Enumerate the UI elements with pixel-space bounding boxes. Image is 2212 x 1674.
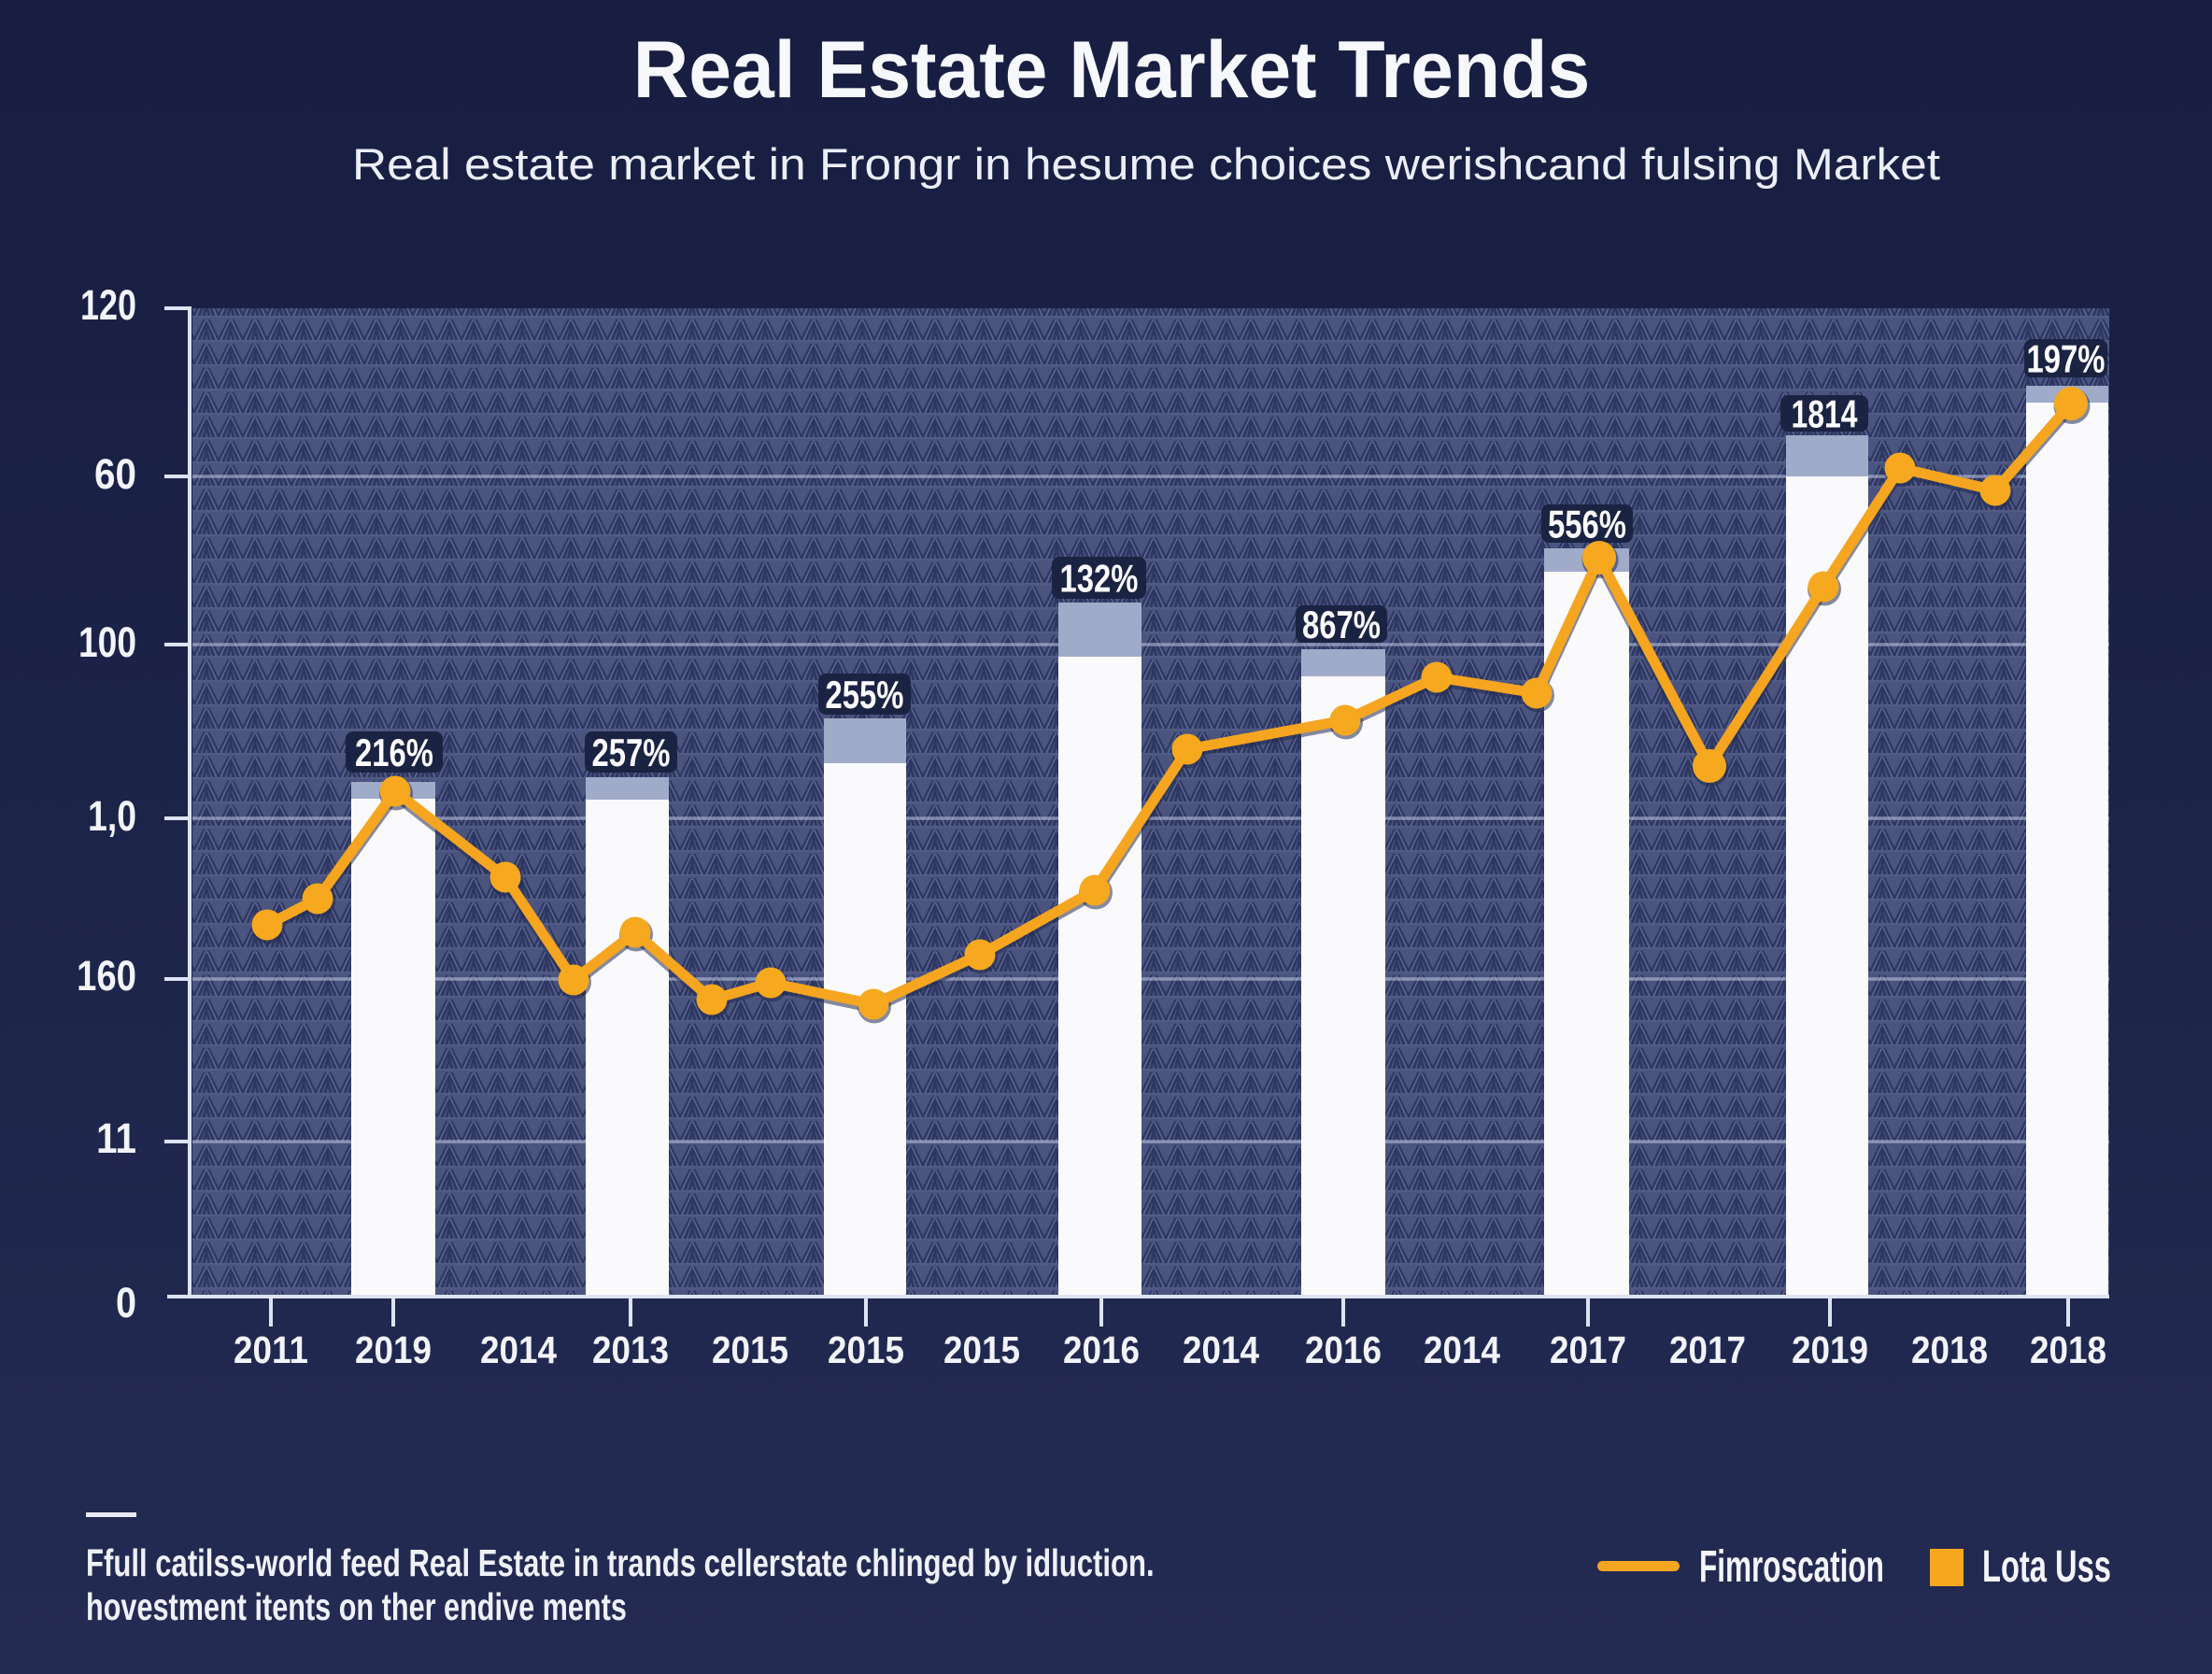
svg-text:2014: 2014 bbox=[480, 1329, 557, 1371]
svg-text:2019: 2019 bbox=[1792, 1329, 1868, 1371]
svg-text:2015: 2015 bbox=[712, 1329, 788, 1371]
svg-text:hovestment itents on ther endi: hovestment itents on ther endive ments bbox=[86, 1585, 627, 1628]
svg-text:Lota Uss: Lota Uss bbox=[1982, 1541, 2111, 1592]
svg-text:Real estate market in Frongr i: Real estate market in Frongr in hesume c… bbox=[352, 140, 1940, 189]
svg-text:160: 160 bbox=[77, 952, 136, 1000]
svg-text:Fimroscation: Fimroscation bbox=[1699, 1540, 1884, 1591]
svg-text:2016: 2016 bbox=[1063, 1329, 1140, 1371]
svg-text:11: 11 bbox=[96, 1115, 136, 1162]
svg-text:867%: 867% bbox=[1302, 603, 1381, 646]
svg-text:2019: 2019 bbox=[355, 1329, 432, 1371]
svg-text:0: 0 bbox=[116, 1280, 136, 1326]
svg-text:197%: 197% bbox=[2027, 337, 2106, 381]
svg-text:255%: 255% bbox=[826, 673, 904, 716]
svg-text:257%: 257% bbox=[592, 731, 671, 774]
svg-text:2013: 2013 bbox=[592, 1329, 669, 1371]
svg-text:1814: 1814 bbox=[1791, 391, 1857, 435]
svg-text:2018: 2018 bbox=[2030, 1329, 2106, 1371]
svg-text:2015: 2015 bbox=[828, 1329, 904, 1371]
svg-text:2014: 2014 bbox=[1424, 1329, 1500, 1371]
svg-text:2017: 2017 bbox=[1550, 1329, 1626, 1371]
svg-text:2017: 2017 bbox=[1669, 1329, 1746, 1371]
svg-text:2011: 2011 bbox=[234, 1329, 308, 1371]
svg-text:2015: 2015 bbox=[943, 1329, 1020, 1371]
svg-text:Real Estate Market Trends: Real Estate Market Trends bbox=[633, 24, 1590, 114]
svg-text:2014: 2014 bbox=[1183, 1329, 1259, 1371]
svg-text:216%: 216% bbox=[355, 731, 433, 774]
svg-text:556%: 556% bbox=[1548, 503, 1626, 546]
svg-text:132%: 132% bbox=[1060, 557, 1139, 601]
svg-text:1,0: 1,0 bbox=[88, 793, 136, 840]
svg-text:60: 60 bbox=[94, 451, 136, 499]
svg-text:100: 100 bbox=[78, 619, 136, 666]
svg-text:2016: 2016 bbox=[1305, 1329, 1382, 1371]
svg-text:Ffull catilss-world feed Real: Ffull catilss-world feed Real Estate in … bbox=[86, 1541, 1155, 1584]
svg-text:120: 120 bbox=[80, 281, 136, 329]
svg-text:2018: 2018 bbox=[1911, 1329, 1988, 1371]
